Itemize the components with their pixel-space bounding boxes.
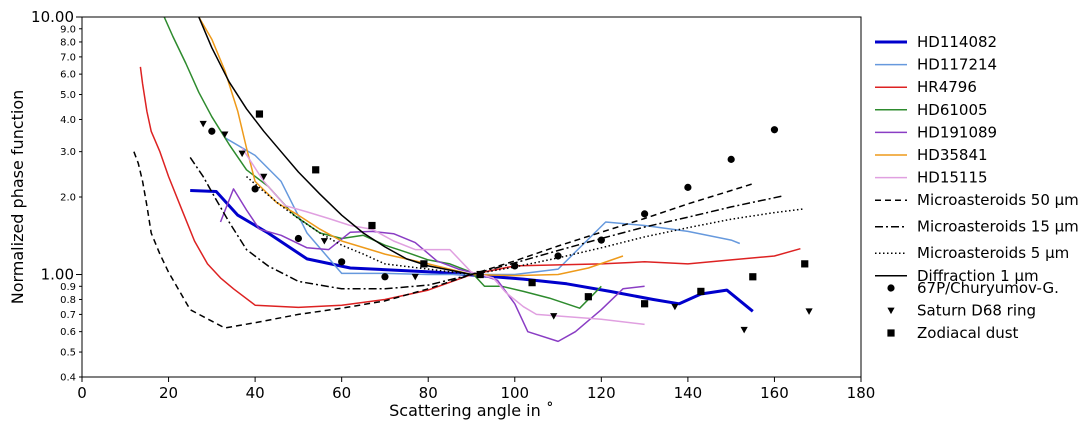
legend-label-microasteroids-15-m: Microasteroids 15 μm xyxy=(917,218,1079,236)
marker-zodiacal-dust xyxy=(368,221,376,230)
legend-label-hd114082: HD114082 xyxy=(917,33,997,51)
legend-label-zodiacal-dust: Zodiacal dust xyxy=(917,324,1019,342)
marker-67p-churyumov-g xyxy=(338,258,346,266)
marker-67p-churyumov-g xyxy=(381,273,389,281)
y-minor-tick-label: 7.0 xyxy=(60,52,76,63)
y-minor-tick-label: 4.0 xyxy=(60,115,76,126)
y-minor-tick-label: 5.0 xyxy=(60,90,76,101)
legend-label-hd117214: HD117214 xyxy=(917,56,997,74)
x-tick-label: 40 xyxy=(246,384,265,402)
marker-zodiacal-dust xyxy=(697,287,705,295)
legend-marker-saturn-d68-ring xyxy=(887,307,895,315)
y-minor-tick-label: 0.4 xyxy=(60,373,76,384)
legend-label-hd61005: HD61005 xyxy=(917,101,988,119)
legend-label-hd35841: HD35841 xyxy=(917,146,988,164)
x-tick-label: 140 xyxy=(674,384,703,402)
marker-zodiacal-dust xyxy=(255,110,264,118)
marker-67p-churyumov-g xyxy=(208,127,216,135)
y-major-tick-label: 10.00 xyxy=(31,8,74,26)
legend-label-diffraction-1-m: Diffraction 1 μm xyxy=(917,267,1039,285)
series-line-hd61005 xyxy=(163,17,602,309)
y-minor-tick-label: 2.0 xyxy=(60,193,76,204)
series-line-hr4796 xyxy=(139,66,801,309)
marker-zodiacal-dust xyxy=(749,273,757,281)
marker-zodiacal-dust xyxy=(476,270,484,279)
y-axis-label: Normalized phase function xyxy=(8,90,27,305)
y-minor-tick-label: 0.5 xyxy=(60,348,76,359)
marker-zodiacal-dust xyxy=(641,300,649,308)
x-tick-label: 0 xyxy=(77,384,87,402)
y-minor-tick-label: 6.0 xyxy=(60,70,76,81)
x-axis-ticks: 0 20 40 60 80 100 120 140 160 180 xyxy=(77,377,875,402)
marker-67p-churyumov-g xyxy=(597,236,605,244)
scatter-markers xyxy=(199,110,813,334)
x-tick-label: 120 xyxy=(587,384,616,402)
marker-saturn-d68-ring xyxy=(411,273,419,281)
marker-67p-churyumov-g xyxy=(641,210,649,218)
y-minor-tick-label: 9.0 xyxy=(60,24,76,35)
series-line-microasteroids-15-m xyxy=(189,156,784,290)
marker-67p-churyumov-g xyxy=(727,155,735,163)
marker-saturn-d68-ring xyxy=(805,308,813,315)
series-line-hd114082 xyxy=(190,189,754,313)
x-tick-label: 80 xyxy=(419,384,438,402)
marker-saturn-d68-ring xyxy=(221,131,229,139)
y-minor-tick-label: 3.0 xyxy=(60,147,76,158)
marker-saturn-d68-ring xyxy=(550,313,558,320)
x-tick-label: 180 xyxy=(847,384,876,402)
series-line-hd35841 xyxy=(198,17,624,277)
x-tick-label: 60 xyxy=(332,384,351,402)
marker-saturn-d68-ring xyxy=(320,238,328,245)
legend-label-67p-churyumov-g: 67P/Churyumov-G. xyxy=(917,279,1059,297)
marker-zodiacal-dust xyxy=(420,260,428,268)
y-major-tick-label: 1.00 xyxy=(41,266,74,284)
marker-zodiacal-dust xyxy=(528,279,536,287)
series-line-microasteroids-50-m xyxy=(133,151,754,329)
y-minor-tick-label: 0.6 xyxy=(60,327,76,338)
y-minor-tick-label: 0.9 xyxy=(60,282,76,293)
marker-zodiacal-dust xyxy=(801,260,809,268)
legend: HD114082 HD117214 HR4796 HD61005 HD191089 HD3… xyxy=(875,33,1079,342)
marker-67p-churyumov-g xyxy=(294,234,302,243)
marker-saturn-d68-ring xyxy=(740,326,748,334)
legend-marker-67p-churyumov-g xyxy=(887,284,895,292)
y-minor-tick-label: 0.7 xyxy=(60,310,76,321)
series-line-hd191089 xyxy=(219,188,645,343)
legend-label-hr4796: HR4796 xyxy=(917,78,977,96)
marker-67p-churyumov-g xyxy=(554,252,562,260)
legend-label-saturn-d68-ring: Saturn D68 ring xyxy=(917,302,1036,320)
legend-label-microasteroids-50-m: Microasteroids 50 μm xyxy=(917,191,1079,209)
marker-67p-churyumov-g xyxy=(511,262,519,270)
marker-67p-churyumov-g xyxy=(770,126,779,134)
legend-label-hd191089: HD191089 xyxy=(917,123,997,141)
marker-saturn-d68-ring xyxy=(260,173,268,181)
y-axis-ticks: 1.00 10.00 0.4 0.5 0.6 0.7 0.8 0.9 2.0 3.0 4.0 5.0 6… xyxy=(31,8,82,384)
marker-67p-churyumov-g xyxy=(251,185,259,193)
x-tick-label: 100 xyxy=(500,384,529,402)
x-axis-label: Scattering angle in ˚ xyxy=(389,401,554,420)
y-minor-tick-label: 0.8 xyxy=(60,295,76,306)
series-line-microasteroids-5-m xyxy=(246,176,805,276)
x-tick-label: 20 xyxy=(159,384,178,402)
marker-saturn-d68-ring xyxy=(238,150,246,158)
legend-label-microasteroids-5-m: Microasteroids 5 μm xyxy=(917,244,1069,262)
legend-label-hd15115: HD15115 xyxy=(917,169,988,187)
y-minor-tick-label: 8.0 xyxy=(60,37,76,48)
marker-67p-churyumov-g xyxy=(684,183,692,191)
marker-saturn-d68-ring xyxy=(199,120,207,128)
plot-frame xyxy=(81,16,862,378)
series-line-hd15115 xyxy=(241,147,645,326)
legend-marker-zodiacal-dust xyxy=(887,329,895,337)
marker-zodiacal-dust xyxy=(312,166,320,174)
marker-saturn-d68-ring xyxy=(671,303,679,311)
x-tick-label: 160 xyxy=(760,384,789,402)
marker-zodiacal-dust xyxy=(584,293,592,301)
